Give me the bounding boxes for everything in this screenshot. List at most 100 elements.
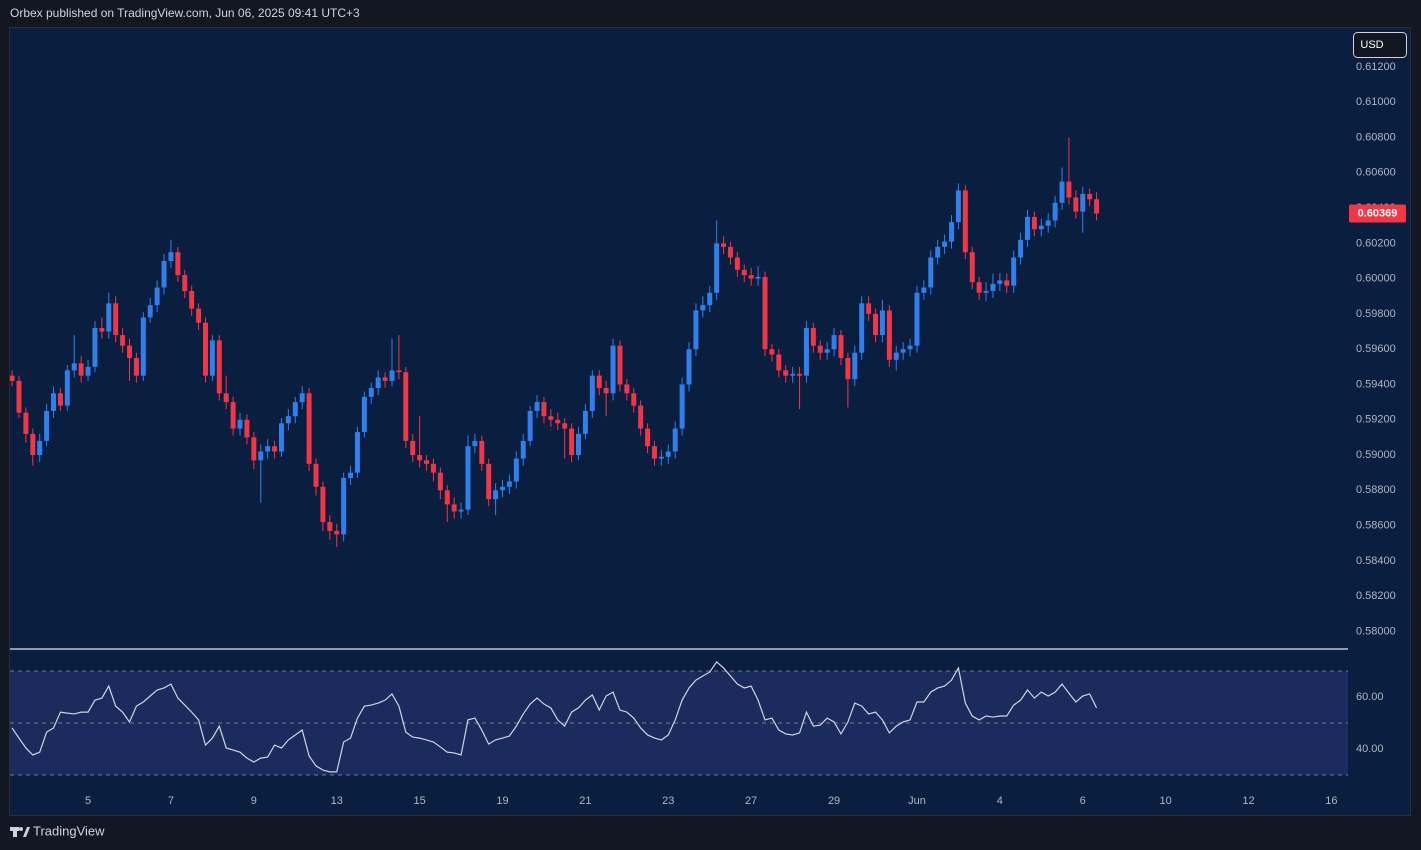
candle-body xyxy=(721,243,727,247)
candle-body xyxy=(320,486,326,523)
candle-body xyxy=(534,402,540,411)
candle-body xyxy=(85,366,91,376)
candle-body xyxy=(658,456,664,459)
candle-body xyxy=(797,373,803,376)
candle-body xyxy=(617,345,623,385)
candle-body xyxy=(783,370,789,376)
candle-body xyxy=(969,252,975,283)
candle-body xyxy=(354,432,360,473)
candle-body xyxy=(16,380,22,413)
candle-body xyxy=(265,446,271,452)
candle-body xyxy=(71,363,77,371)
candle-body xyxy=(907,345,913,350)
candle-body xyxy=(472,440,478,447)
y-tick-label: 0.58600 xyxy=(1356,519,1396,531)
y-tick-label: 0.60200 xyxy=(1356,237,1396,249)
candle-body xyxy=(10,375,15,381)
candle-body xyxy=(693,310,699,350)
candle-body xyxy=(299,393,305,403)
candle-body xyxy=(327,522,333,531)
candle-body xyxy=(37,440,43,456)
candle-body xyxy=(928,257,934,288)
candle-body xyxy=(1025,216,1030,240)
y-tick-label: 0.60600 xyxy=(1356,167,1396,179)
candle-body xyxy=(127,345,132,359)
y-tick-label: 0.58800 xyxy=(1356,484,1396,496)
candle-body xyxy=(237,419,243,429)
candle-body xyxy=(361,396,367,433)
candle-body xyxy=(624,384,630,394)
candle-body xyxy=(389,370,395,381)
candle-body xyxy=(479,440,485,464)
candle-body xyxy=(313,463,319,487)
candle-body xyxy=(672,428,678,452)
candle-body xyxy=(852,352,858,380)
y-tick-label: 0.58200 xyxy=(1356,590,1396,602)
candle-body xyxy=(790,373,796,376)
candle-body xyxy=(513,458,519,482)
currency-label[interactable]: USD xyxy=(1360,39,1383,51)
candle-body xyxy=(451,504,457,512)
candle-body xyxy=(1018,239,1024,258)
candle-body xyxy=(1059,181,1065,203)
x-tick-label: 23 xyxy=(662,795,674,807)
y-tick-label: 0.58400 xyxy=(1356,555,1396,567)
candle-body xyxy=(638,405,644,429)
candle-body xyxy=(990,283,996,291)
candle-body xyxy=(603,388,609,394)
candle-body xyxy=(976,282,982,293)
candle-body xyxy=(500,486,505,491)
candle-body xyxy=(1052,202,1058,221)
candle-body xyxy=(161,261,167,288)
candle-body xyxy=(113,303,119,336)
candle-body xyxy=(154,287,160,306)
candle-body xyxy=(244,419,250,438)
candle-body xyxy=(458,509,464,512)
candle-body xyxy=(741,269,747,276)
candle-body xyxy=(914,292,920,346)
candle-body xyxy=(727,246,733,258)
y-tick-label: 0.59800 xyxy=(1356,308,1396,320)
candle-body xyxy=(776,354,782,371)
candle-body xyxy=(99,328,105,332)
brand: TradingView xyxy=(33,823,105,838)
x-tick-label: 21 xyxy=(579,795,591,807)
candle-body xyxy=(631,393,637,406)
candle-body xyxy=(1087,193,1093,200)
candle-body xyxy=(175,252,181,276)
candle-body xyxy=(859,303,865,353)
currency-button[interactable] xyxy=(1353,32,1407,58)
candle-body xyxy=(879,310,885,336)
y-tick-label: 0.60000 xyxy=(1356,273,1396,285)
candle-body xyxy=(465,446,471,510)
candle-body xyxy=(997,280,1003,284)
x-tick-label: 9 xyxy=(251,795,257,807)
candle-body xyxy=(30,433,36,456)
y-tick-label: 0.59600 xyxy=(1356,343,1396,355)
candle-body xyxy=(348,472,354,478)
candle-body xyxy=(769,349,775,355)
candle-body xyxy=(182,275,188,291)
candle-body xyxy=(873,313,879,336)
candle-body xyxy=(845,358,851,380)
candle-body xyxy=(810,328,816,346)
candle-body xyxy=(1004,280,1010,286)
candle-body xyxy=(51,393,57,411)
rsi-line xyxy=(11,661,1098,773)
candle-body xyxy=(417,455,423,461)
candle-body xyxy=(403,372,409,441)
candle-body xyxy=(341,477,347,535)
candle-body xyxy=(748,275,754,279)
x-tick-label: 10 xyxy=(1160,795,1172,807)
candle-body xyxy=(610,345,616,394)
x-tick-label: 15 xyxy=(413,795,425,807)
publish-info: Orbex published on TradingView.com, Jun … xyxy=(10,6,360,20)
y-tick-label: 40.00 xyxy=(1356,743,1384,755)
candle-body xyxy=(375,377,381,389)
x-tick-label: 19 xyxy=(496,795,508,807)
candle-body xyxy=(555,419,561,424)
candle-body xyxy=(707,292,713,306)
y-tick-label: 0.61000 xyxy=(1356,96,1396,108)
